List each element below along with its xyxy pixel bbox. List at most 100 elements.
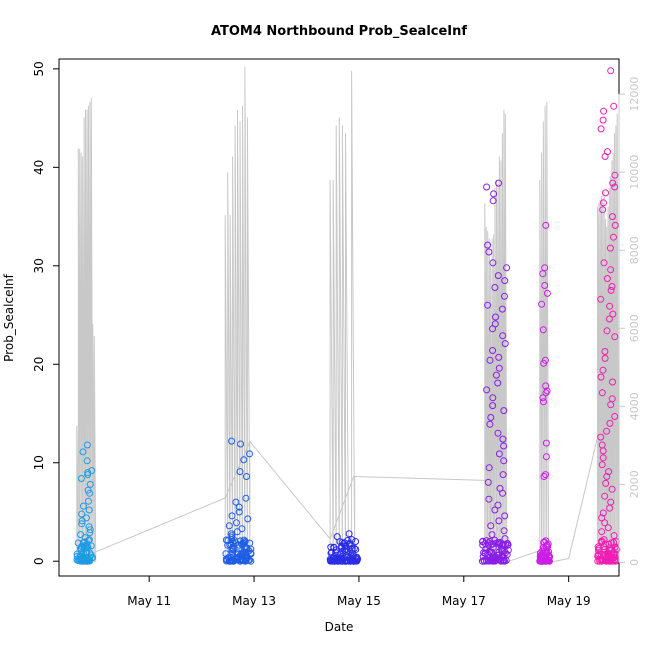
data-point bbox=[341, 557, 349, 565]
data-point bbox=[543, 289, 551, 297]
data-point bbox=[605, 468, 613, 476]
data-point bbox=[502, 549, 509, 557]
data-point bbox=[243, 473, 250, 480]
data-point bbox=[237, 440, 244, 448]
data-point bbox=[86, 529, 94, 537]
data-point bbox=[498, 541, 506, 549]
data-point bbox=[235, 508, 243, 516]
data-point bbox=[353, 553, 361, 561]
data-point bbox=[606, 244, 614, 252]
data-point bbox=[489, 540, 497, 548]
data-point bbox=[236, 468, 244, 476]
data-point bbox=[610, 233, 617, 241]
data-point bbox=[600, 259, 608, 267]
data-point bbox=[500, 557, 508, 565]
y-axis-label: Prob_SealceInf bbox=[2, 273, 16, 361]
data-point bbox=[608, 213, 616, 221]
data-point bbox=[225, 522, 233, 530]
data-point bbox=[479, 537, 487, 545]
axes-layer: May 11 May 13 May 15 May 17 May 19 0 10 20 30 40 5… bbox=[32, 58, 641, 608]
secondary-burst-3 bbox=[329, 70, 356, 563]
data-point bbox=[609, 378, 616, 386]
data-point bbox=[88, 467, 96, 475]
data-point bbox=[352, 546, 360, 553]
data-point bbox=[598, 528, 606, 536]
data-point bbox=[601, 545, 609, 553]
data-point bbox=[86, 480, 94, 488]
x-tick-label: May 11 bbox=[127, 594, 171, 608]
secondary-burst-2 bbox=[224, 66, 251, 563]
data-point bbox=[499, 471, 507, 479]
data-point bbox=[540, 398, 547, 406]
data-point bbox=[606, 504, 614, 512]
data-point bbox=[611, 413, 619, 420]
data-point bbox=[602, 479, 610, 487]
data-point bbox=[480, 557, 488, 565]
data-point bbox=[597, 125, 605, 133]
data-point bbox=[603, 327, 611, 335]
data-point bbox=[485, 248, 493, 256]
data-point bbox=[501, 340, 509, 348]
data-point bbox=[78, 517, 86, 525]
data-point bbox=[498, 305, 506, 313]
data-point bbox=[599, 454, 607, 462]
data-point bbox=[494, 501, 502, 509]
data-point bbox=[543, 547, 551, 555]
data-point bbox=[224, 537, 232, 545]
data-point bbox=[78, 549, 86, 557]
data-point bbox=[83, 457, 91, 465]
data-point bbox=[611, 221, 619, 229]
data-point bbox=[501, 512, 509, 520]
data-point bbox=[603, 427, 611, 435]
data-point bbox=[611, 553, 619, 561]
y2-tick-label: 10000 bbox=[628, 155, 641, 190]
data-point bbox=[223, 557, 230, 565]
data-point bbox=[601, 153, 609, 160]
data-point bbox=[85, 506, 93, 514]
data-point bbox=[598, 461, 606, 469]
data-point bbox=[499, 556, 507, 564]
data-point bbox=[603, 473, 611, 480]
data-point bbox=[499, 332, 507, 340]
data-point bbox=[542, 471, 549, 479]
data-point bbox=[598, 514, 606, 522]
data-point bbox=[243, 544, 251, 552]
y-tick-label: 50 bbox=[32, 61, 46, 76]
data-point bbox=[599, 366, 607, 374]
data-point bbox=[232, 498, 240, 506]
data-point bbox=[500, 457, 508, 465]
data-point bbox=[483, 386, 491, 394]
data-point bbox=[491, 557, 499, 565]
data-point bbox=[598, 538, 606, 546]
data-point bbox=[244, 515, 252, 523]
data-point bbox=[500, 407, 508, 415]
data-point bbox=[84, 544, 92, 552]
data-point bbox=[494, 429, 502, 437]
data-point bbox=[608, 485, 616, 493]
data-point bbox=[597, 373, 605, 381]
y2-tick-label: 0 bbox=[628, 559, 641, 566]
data-point bbox=[542, 382, 550, 390]
data-point bbox=[86, 526, 94, 534]
data-point bbox=[85, 536, 93, 544]
data-point bbox=[84, 469, 92, 477]
data-point bbox=[484, 301, 492, 309]
data-point bbox=[540, 473, 548, 480]
data-point bbox=[611, 171, 619, 179]
data-point bbox=[603, 275, 611, 283]
data-point bbox=[597, 433, 605, 441]
data-point bbox=[500, 442, 508, 450]
data-point bbox=[601, 492, 609, 500]
data-point bbox=[240, 544, 248, 551]
data-point bbox=[598, 389, 606, 397]
data-point bbox=[247, 550, 255, 558]
data-point bbox=[539, 270, 547, 278]
data-point bbox=[494, 272, 502, 280]
data-point bbox=[607, 67, 615, 75]
data-point bbox=[237, 537, 244, 545]
data-point bbox=[246, 450, 253, 458]
data-point bbox=[499, 435, 507, 443]
y-tick-label: 0 bbox=[32, 557, 46, 565]
data-point bbox=[480, 556, 488, 564]
